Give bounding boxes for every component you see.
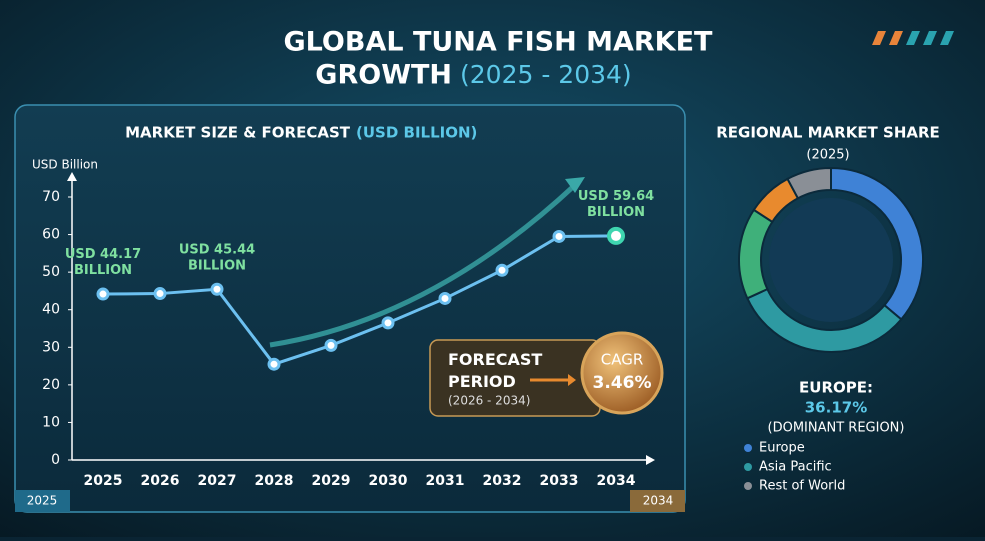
data-point (552, 229, 566, 243)
y-tick-label: 10 (42, 414, 60, 430)
value-label: USD 59.64 BILLION (578, 188, 654, 219)
title-years: (2025 - 2034) (460, 60, 632, 89)
x-tick-label: 2025 (84, 473, 123, 489)
pie-segment (786, 166, 832, 200)
x-tick-label: 2028 (255, 473, 294, 489)
x-tick-label: 2032 (483, 473, 522, 489)
chart-title: MARKET SIZE & FORECAST (125, 124, 351, 142)
x-tick-label: 2029 (312, 473, 351, 489)
trend-arrowhead (565, 177, 585, 193)
start-tag-text: 2025 (27, 494, 58, 508)
trend-arrow (269, 183, 577, 348)
value-label: USD 45.44 BILLION (179, 242, 255, 273)
y-tick-label: 20 (42, 377, 60, 393)
forecast-label: FORECAST PERIOD (448, 350, 542, 391)
data-point (210, 282, 224, 296)
end-tag-text: 2034 (643, 494, 674, 508)
start-tag (15, 490, 70, 512)
data-line (102, 234, 617, 366)
cagr-value: 3.46% (593, 373, 652, 393)
legend-swatch (744, 482, 752, 490)
forecast-range: (2026 - 2034) (448, 394, 530, 408)
pie-title: REGIONAL MARKET SHARE (716, 124, 940, 142)
title: GROWTH (315, 60, 452, 91)
map-disc (769, 198, 893, 322)
highlight-note: (DOMINANT REGION) (768, 421, 905, 436)
logo (872, 31, 954, 45)
y-tick-label: 50 (42, 264, 60, 280)
y-axis-label: USD Billion (32, 158, 98, 172)
pie-subtitle: (2025) (806, 148, 849, 163)
y-tick-label: 60 (42, 227, 60, 243)
x-tick-label: 2030 (369, 473, 408, 489)
chart-panel (14, 104, 686, 513)
data-point (96, 287, 110, 301)
title: GLOBAL TUNA FISH MARKET (284, 27, 714, 58)
chart-unit: (USD BILLION) (356, 124, 477, 142)
data-point (153, 287, 167, 301)
cagr-badge (580, 331, 664, 415)
data-point (381, 316, 395, 330)
y-tick-label: 30 (42, 339, 60, 355)
highlight-value: 36.17% (805, 399, 867, 417)
highlight-name: EUROPE: (799, 379, 873, 397)
data-point (267, 357, 281, 371)
data-point (607, 226, 625, 245)
legend-label: Asia Pacific (759, 460, 832, 475)
end-tag (630, 490, 685, 512)
value-label: USD 44.17 BILLION (65, 247, 141, 278)
x-tick-label: 2031 (426, 473, 465, 489)
x-tick-label: 2034 (597, 473, 636, 489)
cagr-label: CAGR (601, 351, 644, 369)
data-point (495, 263, 509, 277)
y-tick-label: 0 (51, 452, 60, 468)
y-tick-label: 40 (42, 302, 60, 318)
x-tick-label: 2027 (198, 473, 237, 489)
x-tick-label: 2026 (141, 473, 180, 489)
x-tick-label: 2033 (540, 473, 579, 489)
data-point (324, 338, 338, 352)
data-point (438, 291, 452, 305)
legend-swatch (744, 444, 752, 452)
y-tick-label: 70 (42, 189, 60, 205)
legend-label: Europe (759, 441, 805, 456)
legend-swatch (744, 463, 752, 471)
legend-label: Rest of World (759, 479, 845, 494)
